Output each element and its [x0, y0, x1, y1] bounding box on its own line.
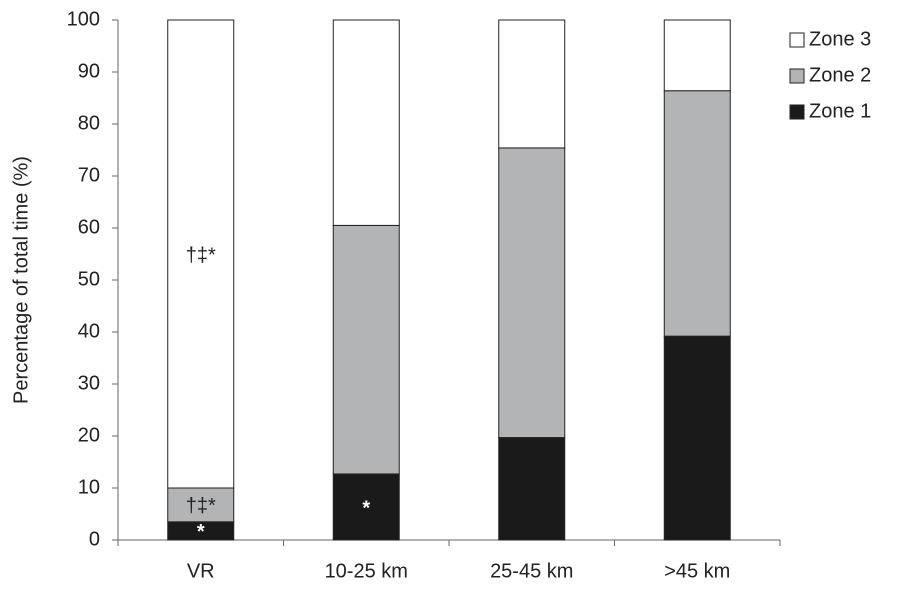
bar-segment	[663, 335, 731, 541]
legend-swatch	[789, 104, 805, 120]
y-tick-label: 90	[78, 60, 100, 82]
legend-swatch	[789, 68, 805, 84]
bar-segment	[663, 90, 731, 337]
y-tick-label: 100	[67, 8, 100, 30]
legend-label: Zone 3	[809, 28, 871, 50]
legend-label: Zone 1	[809, 100, 871, 122]
y-tick-label: 70	[78, 164, 100, 186]
bar-segment	[663, 19, 731, 92]
y-tick-label: 20	[78, 424, 100, 446]
y-tick-label: 80	[78, 112, 100, 134]
annotation: *	[197, 521, 205, 543]
x-tick-label: >45 km	[664, 560, 730, 582]
y-tick-label: 40	[78, 320, 100, 342]
bar-segment	[167, 19, 235, 489]
y-tick-label: 50	[78, 268, 100, 290]
bar-segment	[332, 224, 400, 475]
y-tick-label: 10	[78, 476, 100, 498]
annotation: *	[362, 497, 370, 519]
x-tick-label: 25-45 km	[490, 560, 573, 582]
annotation: †‡*	[186, 495, 216, 517]
annotation: †‡*	[186, 244, 216, 266]
y-axis-label: Percentage of total time (%)	[10, 156, 32, 404]
y-tick-label: 30	[78, 372, 100, 394]
bar-segment	[498, 437, 566, 541]
y-tick-label: 60	[78, 216, 100, 238]
legend-swatch	[789, 32, 805, 48]
x-tick-label: 10-25 km	[325, 560, 408, 582]
bar-segment	[498, 19, 566, 149]
bar-segment	[498, 147, 566, 439]
y-tick-label: 0	[89, 528, 100, 550]
legend-label: Zone 2	[809, 64, 871, 86]
x-tick-label: VR	[187, 560, 215, 582]
bar-segment	[332, 19, 400, 226]
